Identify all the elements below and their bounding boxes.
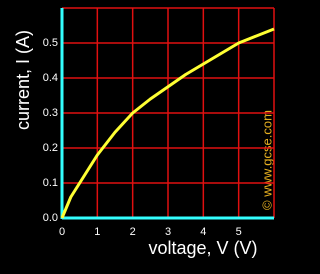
y-tick-label: 0.3 — [43, 107, 58, 119]
x-axis-label: voltage, V (V) — [148, 238, 257, 258]
chart: voltage, V (V) current, I (A) © www.gcse… — [12, 7, 275, 258]
x-tick-label: 3 — [165, 226, 171, 238]
y-tick-label: 0.0 — [43, 212, 58, 224]
x-tick-label: 2 — [130, 226, 136, 238]
y-tick-label: 0.4 — [43, 72, 58, 84]
x-tick-label: 4 — [200, 226, 206, 238]
x-tick-label: 0 — [59, 226, 65, 238]
watermark: © www.gcse.com — [259, 110, 274, 210]
line — [60, 27, 275, 219]
x-tick-label: 1 — [94, 226, 100, 238]
y-tick-label: 0.1 — [43, 177, 58, 189]
x-tick-label: 5 — [236, 226, 242, 238]
y-tick-label: 0.2 — [43, 142, 58, 154]
y-axis-label: current, I (A) — [13, 30, 33, 130]
y-tick-label: 0.5 — [43, 37, 58, 49]
